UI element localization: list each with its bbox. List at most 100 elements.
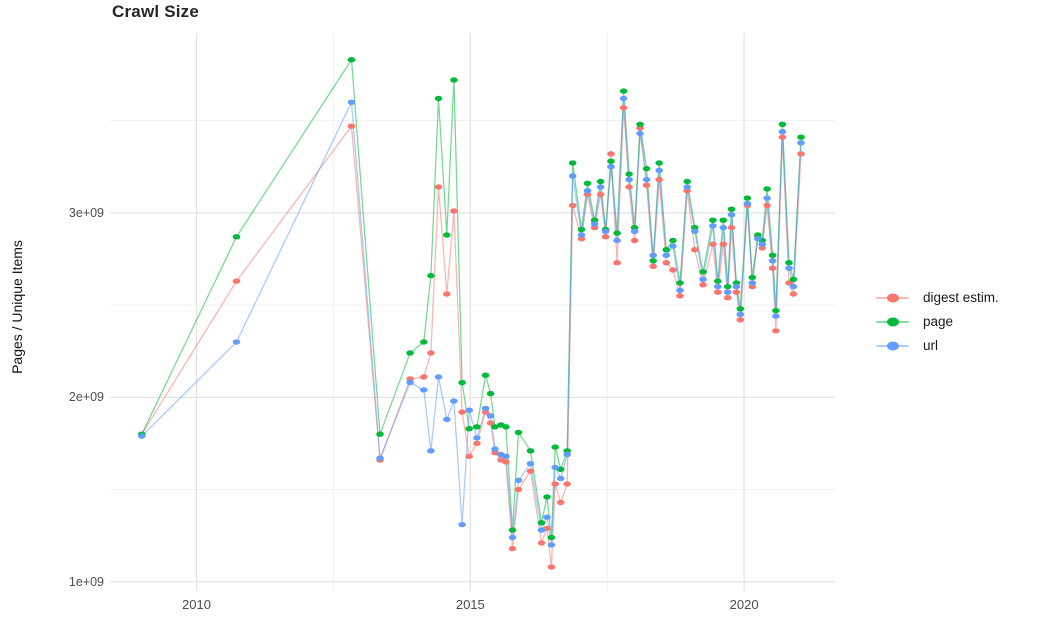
- data-point: [691, 228, 699, 234]
- data-point: [743, 200, 752, 207]
- data-point: [699, 282, 707, 288]
- data-point: [590, 217, 599, 223]
- data-point: [797, 134, 805, 140]
- data-point: [754, 236, 762, 242]
- data-point: [649, 263, 657, 269]
- data-point: [630, 228, 639, 234]
- data-point: [669, 267, 677, 273]
- x-tick-label-2015: 2015: [455, 597, 485, 612]
- data-point: [785, 280, 793, 286]
- data-point: [625, 184, 633, 190]
- data-point: [563, 448, 571, 454]
- data-point: [347, 99, 356, 105]
- data-point: [669, 237, 677, 244]
- data-point: [630, 237, 639, 244]
- data-point: [406, 376, 414, 382]
- data-point: [723, 295, 732, 301]
- data-point: [636, 130, 644, 137]
- gridlines-major: [110, 33, 835, 591]
- data-point: [763, 186, 771, 192]
- data-point: [583, 180, 592, 186]
- data-point: [551, 444, 559, 450]
- y-tick-label-2e09: 2e+09: [68, 390, 104, 405]
- data-point: [376, 455, 384, 461]
- data-point: [676, 287, 684, 293]
- data-point: [662, 260, 671, 266]
- data-point: [563, 481, 571, 487]
- data-point: [768, 265, 777, 271]
- legend-dot-icon: [886, 317, 899, 326]
- data-point: [458, 409, 466, 415]
- data-point: [465, 407, 474, 413]
- data-point: [778, 121, 787, 128]
- series-line-url: [141, 98, 802, 545]
- data-point: [450, 398, 458, 404]
- data-point: [607, 158, 615, 164]
- data-point: [347, 123, 356, 129]
- data-point: [551, 481, 559, 487]
- data-point: [748, 283, 757, 290]
- data-point: [785, 265, 793, 271]
- data-point: [577, 236, 586, 242]
- data-point: [537, 540, 546, 546]
- data-point: [797, 140, 805, 146]
- data-point: [683, 178, 691, 185]
- legend-dot-icon: [886, 293, 899, 302]
- data-point: [427, 272, 435, 279]
- data-point: [434, 95, 443, 102]
- data-point: [590, 224, 599, 231]
- data-point: [754, 232, 762, 238]
- data-point: [465, 453, 474, 459]
- data-point: [458, 521, 466, 528]
- data-point: [420, 374, 428, 380]
- data-point: [607, 151, 615, 157]
- data-point: [138, 433, 146, 439]
- data-point: [427, 448, 435, 454]
- chart-title: Crawl Size: [112, 2, 200, 21]
- data-point: [763, 202, 771, 209]
- data-point: [732, 280, 741, 286]
- data-point: [758, 241, 766, 247]
- data-point: [736, 306, 745, 312]
- data-point: [636, 125, 644, 131]
- legend-item-url: url: [876, 338, 999, 353]
- data-point: [655, 160, 663, 166]
- data-point: [491, 450, 499, 456]
- x-tick-label-2020: 2020: [729, 597, 759, 612]
- data-point: [778, 129, 787, 135]
- data-point: [502, 453, 510, 459]
- data-point: [649, 252, 657, 258]
- data-point: [642, 176, 651, 183]
- data-point: [736, 317, 745, 323]
- legend: digest estim. page url: [876, 290, 999, 362]
- data-point: [502, 459, 510, 465]
- data-point: [443, 291, 451, 297]
- data-point: [232, 278, 241, 284]
- data-point: [655, 176, 663, 183]
- data-point: [491, 446, 499, 452]
- legend-key-glyph: [876, 341, 909, 351]
- data-point: [450, 208, 458, 214]
- data-point: [583, 188, 592, 194]
- data-point: [625, 171, 633, 177]
- data-point: [376, 431, 384, 437]
- data-point: [789, 291, 798, 297]
- data-point: [420, 387, 428, 393]
- data-point: [691, 224, 699, 231]
- data-point: [748, 274, 757, 281]
- data-point: [563, 451, 571, 458]
- data-point: [732, 289, 741, 295]
- data-point: [709, 217, 717, 223]
- data-point: [619, 95, 628, 102]
- data-point: [719, 224, 728, 231]
- data-point: [526, 448, 535, 454]
- data-point: [772, 328, 780, 334]
- data-point: [556, 499, 565, 506]
- data-point: [607, 164, 615, 170]
- data-point: [547, 542, 556, 548]
- legend-dot-icon: [886, 341, 899, 350]
- data-point: [537, 527, 546, 533]
- data-point: [601, 234, 610, 240]
- data-point: [669, 243, 677, 249]
- data-point: [543, 494, 551, 500]
